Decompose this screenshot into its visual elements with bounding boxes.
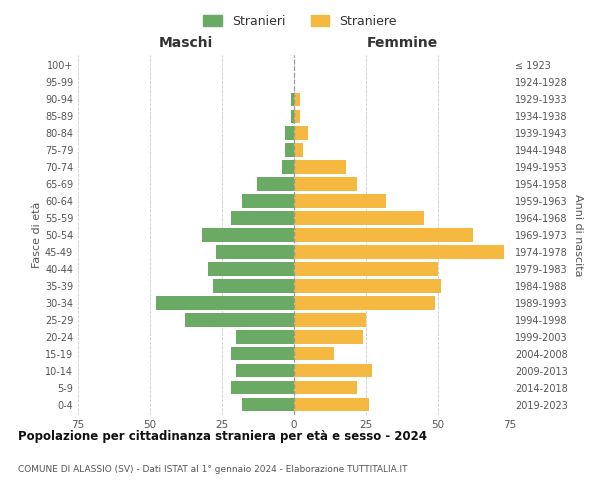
Text: Popolazione per cittadinanza straniera per età e sesso - 2024: Popolazione per cittadinanza straniera p… xyxy=(18,430,427,443)
Bar xyxy=(216,246,294,258)
Bar xyxy=(230,381,294,394)
Bar xyxy=(294,280,441,292)
Bar xyxy=(236,364,294,378)
Legend: Stranieri, Straniere: Stranieri, Straniere xyxy=(199,11,401,32)
Bar xyxy=(156,296,294,310)
Bar xyxy=(294,262,438,276)
Bar xyxy=(291,92,294,106)
Bar xyxy=(294,110,300,123)
Bar xyxy=(286,126,294,140)
Text: Femmine: Femmine xyxy=(367,36,437,50)
Bar xyxy=(230,347,294,360)
Y-axis label: Anni di nascita: Anni di nascita xyxy=(573,194,583,276)
Bar xyxy=(294,381,358,394)
Bar xyxy=(291,110,294,123)
Bar xyxy=(294,314,366,326)
Bar xyxy=(294,144,302,156)
Bar xyxy=(294,126,308,140)
Bar xyxy=(242,398,294,411)
Bar xyxy=(294,246,504,258)
Bar xyxy=(294,228,473,241)
Text: Maschi: Maschi xyxy=(159,36,213,50)
Y-axis label: Fasce di età: Fasce di età xyxy=(32,202,42,268)
Bar xyxy=(294,398,369,411)
Bar xyxy=(294,212,424,224)
Text: COMUNE DI ALASSIO (SV) - Dati ISTAT al 1° gennaio 2024 - Elaborazione TUTTITALIA: COMUNE DI ALASSIO (SV) - Dati ISTAT al 1… xyxy=(18,465,407,474)
Bar xyxy=(214,280,294,292)
Bar xyxy=(294,194,386,207)
Bar xyxy=(202,228,294,241)
Bar xyxy=(294,296,435,310)
Bar xyxy=(286,144,294,156)
Bar xyxy=(185,314,294,326)
Bar xyxy=(208,262,294,276)
Bar xyxy=(294,92,300,106)
Bar xyxy=(230,212,294,224)
Bar xyxy=(294,347,334,360)
Bar xyxy=(294,160,346,173)
Bar xyxy=(283,160,294,173)
Bar xyxy=(257,178,294,190)
Bar xyxy=(294,364,372,378)
Bar xyxy=(242,194,294,207)
Bar xyxy=(236,330,294,344)
Bar xyxy=(294,178,358,190)
Bar xyxy=(294,330,363,344)
